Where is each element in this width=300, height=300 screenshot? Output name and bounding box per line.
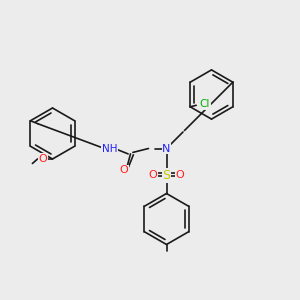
Text: O: O	[38, 154, 47, 164]
Text: S: S	[163, 169, 170, 182]
Text: O: O	[176, 170, 184, 181]
Text: O: O	[148, 170, 158, 181]
Text: NH: NH	[102, 143, 117, 154]
Text: Cl: Cl	[200, 99, 210, 110]
Text: O: O	[119, 165, 128, 176]
Text: N: N	[162, 143, 171, 154]
